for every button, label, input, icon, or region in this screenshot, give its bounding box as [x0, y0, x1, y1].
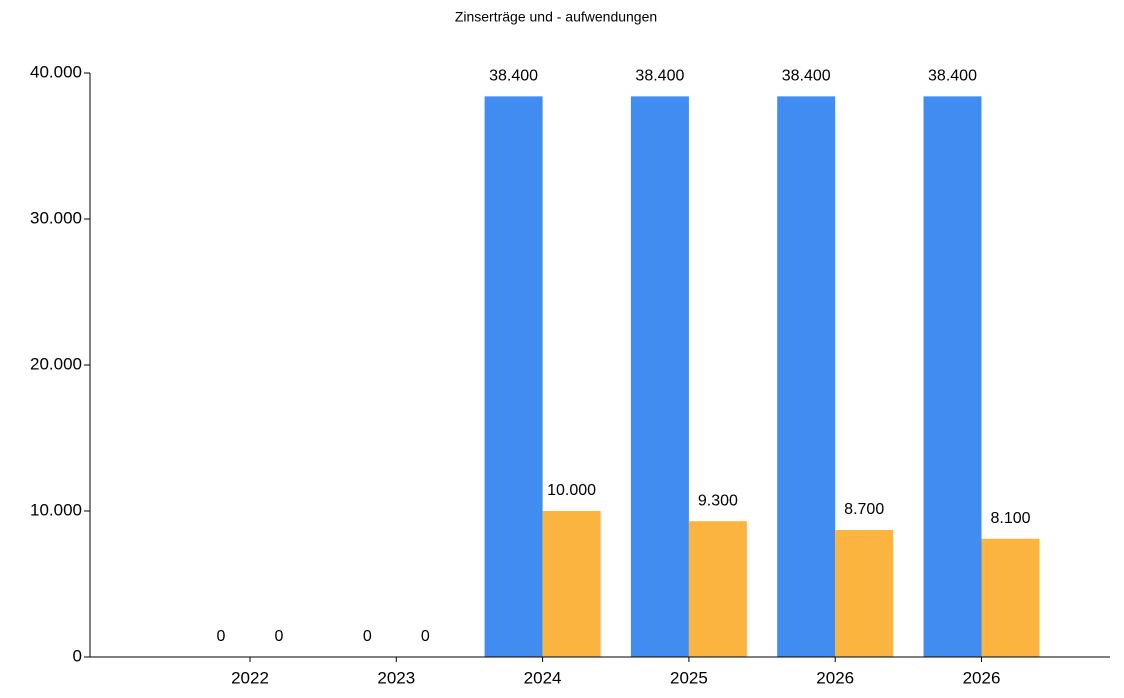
- value-label: 0: [217, 628, 226, 645]
- x-tick-label: 2026: [963, 668, 1001, 687]
- bar: [542, 511, 601, 657]
- value-label: 9.300: [698, 492, 738, 509]
- x-tick-label: 2025: [670, 668, 708, 687]
- value-label: 38.400: [635, 68, 684, 85]
- bar: [630, 96, 689, 658]
- value-label: 0: [421, 628, 430, 645]
- y-tick-label: 0: [73, 646, 82, 665]
- y-tick-label: 10.000: [30, 500, 82, 519]
- x-tick-label: 2023: [377, 668, 415, 687]
- bar: [923, 96, 982, 658]
- value-label: 0: [275, 628, 284, 645]
- value-label: 8.700: [844, 501, 884, 518]
- value-label: 10.000: [547, 482, 596, 499]
- bar: [777, 96, 836, 658]
- value-label: 38.400: [489, 68, 538, 85]
- chart-title: Zinserträge und - aufwendungen: [455, 9, 657, 25]
- bar: [981, 538, 1040, 657]
- value-label: 0: [363, 628, 372, 645]
- x-tick-label: 2024: [524, 668, 562, 687]
- bar: [484, 96, 543, 658]
- y-tick-label: 30.000: [30, 208, 82, 227]
- x-tick-label: 2026: [816, 668, 854, 687]
- value-label: 38.400: [782, 68, 831, 85]
- bar: [835, 529, 894, 657]
- bar: [688, 521, 747, 657]
- value-label: 8.100: [990, 510, 1030, 527]
- y-tick-label: 40.000: [30, 62, 82, 81]
- y-tick-label: 20.000: [30, 354, 82, 373]
- x-tick-label: 2022: [231, 668, 269, 687]
- value-label: 38.400: [928, 68, 977, 85]
